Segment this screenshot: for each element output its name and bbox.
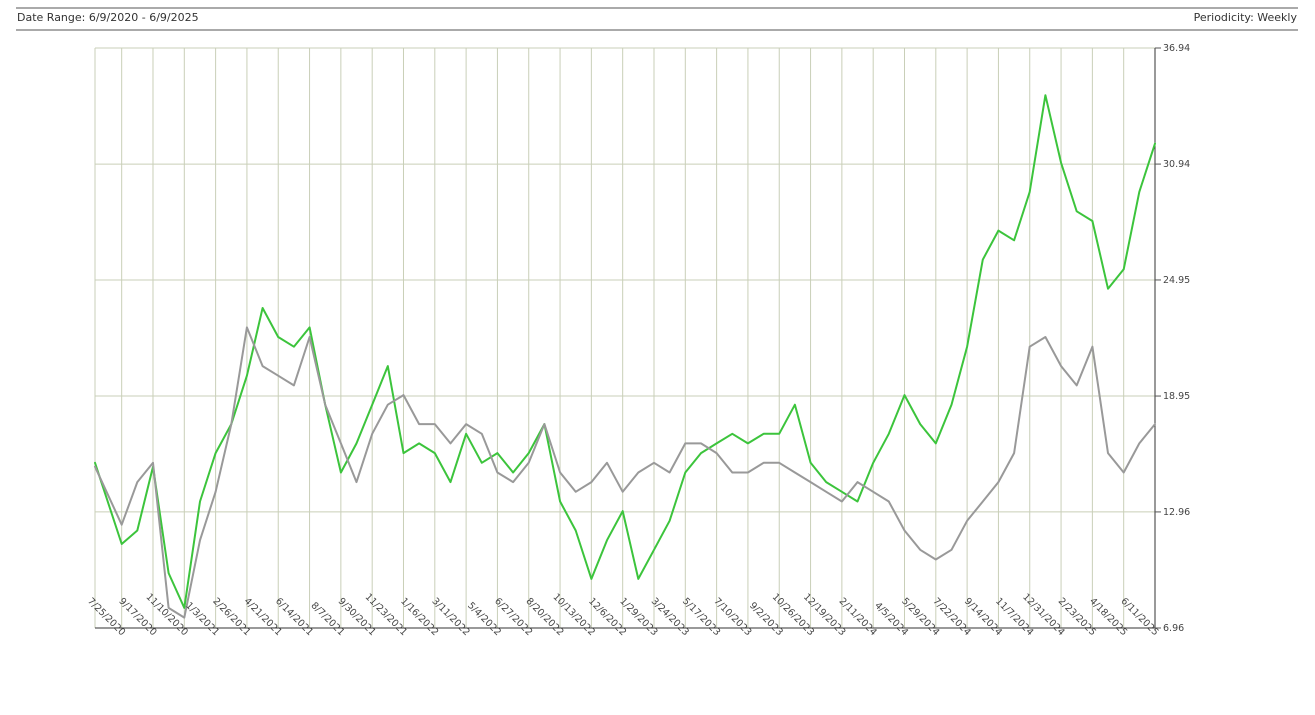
series-layer [94, 94, 1156, 619]
date-range-label: Date Range: 6/9/2020 - 6/9/2025 [17, 11, 199, 24]
y-axis-ticks: 6.96 12.96 18.95 24.95 30.94 36.94 [1155, 43, 1190, 634]
y-tick-label: 24.95 [1163, 275, 1190, 286]
y-tick-label: 6.96 [1163, 623, 1184, 634]
y-tick-label: 18.95 [1163, 391, 1190, 402]
y-tick-label: 12.96 [1163, 507, 1190, 518]
series-line-green [94, 94, 1156, 609]
periodicity-label: Periodicity: Weekly [1194, 11, 1298, 24]
y-tick-label: 36.94 [1163, 43, 1190, 54]
series-line-gray [94, 326, 1156, 619]
y-tick-label: 30.94 [1163, 159, 1190, 170]
